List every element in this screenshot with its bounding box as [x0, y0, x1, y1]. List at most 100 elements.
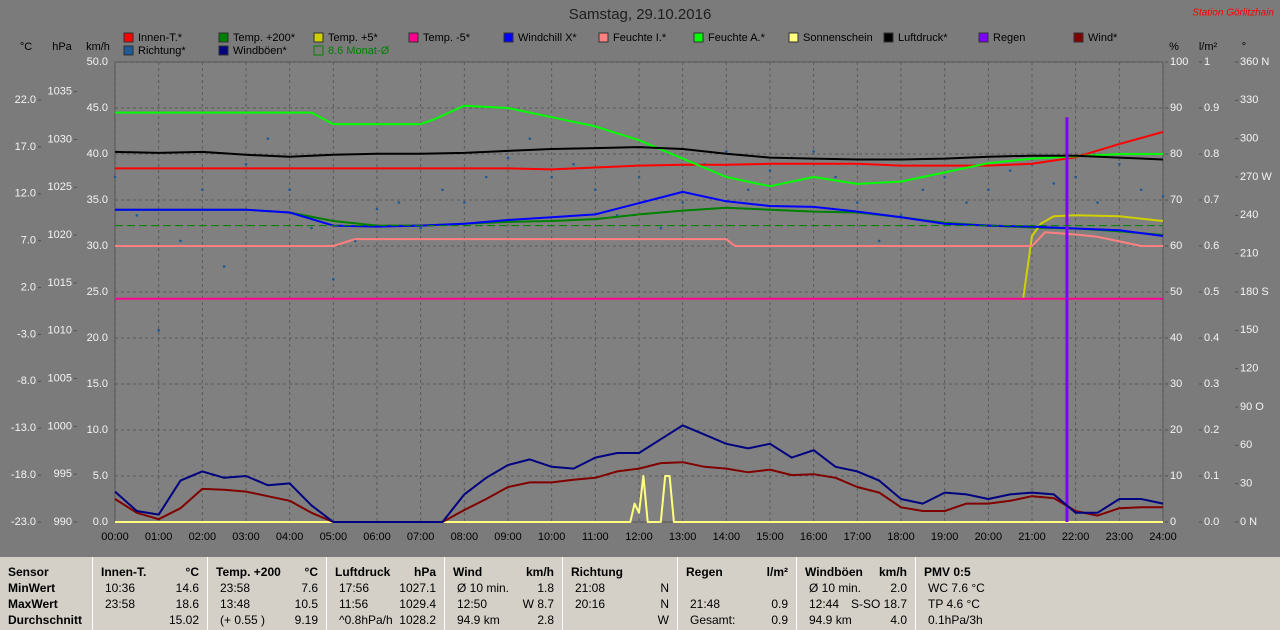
x-tick-label: 22:00 — [1062, 531, 1090, 543]
y-tick-label: 0 N — [1240, 516, 1257, 528]
series-line — [1022, 214, 1164, 299]
cell-right: 0.9 — [771, 613, 788, 627]
x-tick-label: 18:00 — [887, 531, 915, 543]
table-column: Temp. +200 °C 23:58 7.6 13:48 10.5 (+ 0.55 ) 9.… — [207, 557, 324, 630]
series-point — [1096, 201, 1099, 204]
y-tick-label: 17.0 — [15, 141, 36, 153]
series-point — [943, 175, 946, 179]
cell-right: 7.6 — [301, 581, 318, 595]
legend-swatch — [693, 32, 704, 43]
cell-left: 21:08 — [575, 581, 606, 595]
y-tick-label: 0 — [1170, 516, 1176, 528]
series-point — [113, 175, 117, 179]
x-tick-label: 08:00 — [451, 531, 479, 543]
cell-left: 12:50 — [457, 597, 488, 611]
cell-right: 1.8 — [537, 581, 554, 595]
x-tick-label: 15:00 — [756, 531, 784, 543]
axis-unit: °C — [20, 41, 32, 53]
series-point — [266, 137, 270, 140]
cell-right: S-SO 18.7 — [850, 597, 907, 611]
cell-right: W — [657, 613, 669, 627]
y-tick-label: 120 — [1240, 363, 1258, 375]
series-point — [1118, 162, 1121, 166]
series-point — [288, 188, 291, 192]
y-tick-label: 270 W — [1240, 171, 1272, 183]
legend-swatch — [503, 32, 514, 43]
column-unit: l/m² — [766, 565, 788, 579]
y-tick-label: 1025 — [48, 181, 72, 193]
cell-left: 0.1hPa/3h — [928, 613, 983, 627]
column-unit: °C — [185, 565, 199, 579]
y-tick-label: 20 — [1170, 424, 1182, 436]
y-tick-label: 995 — [54, 468, 72, 480]
legend-swatch — [978, 32, 989, 43]
series-point — [637, 175, 641, 179]
legend-swatch — [218, 45, 229, 56]
column-title: Wind — [453, 565, 483, 579]
axis-unit: hPa — [52, 41, 72, 53]
y-tick-label: 5.0 — [93, 470, 108, 482]
column-title: Innen-T. — [101, 565, 147, 579]
series-point — [1074, 175, 1077, 179]
series-point — [812, 150, 815, 153]
x-tick-label: 14:00 — [713, 531, 741, 543]
column-title: PMV 0:5 — [924, 565, 971, 579]
series-point — [332, 277, 335, 281]
cell-left: 23:58 — [105, 597, 136, 611]
column-title: Temp. +200 — [216, 565, 281, 579]
table-column: Innen-T. °C 10:36 14.6 23:58 18.6 15.02 — [92, 557, 205, 630]
y-tick-label: 40.0 — [87, 148, 108, 160]
column-unit: km/h — [525, 565, 554, 579]
y-tick-label: 1020 — [48, 229, 72, 241]
table-column: Luftdruck hPa 17:56 1027.1 11:56 1029.4 ^0.8hP… — [326, 557, 442, 630]
y-tick-label: 30 — [1240, 478, 1252, 490]
series-point — [572, 162, 575, 166]
series-point — [375, 207, 379, 211]
cell-left: 21:48 — [690, 597, 721, 611]
table-column: Sensor MinWert MaxWert Durchschnitt — [0, 557, 90, 630]
series-point — [834, 175, 837, 179]
axis-unit: km/h — [86, 41, 110, 53]
y-tick-label: -23.0 — [11, 516, 36, 528]
y-tick-label: 1030 — [48, 133, 72, 145]
series-point — [725, 150, 728, 153]
cell-right: 14.6 — [175, 581, 199, 595]
series-point — [506, 156, 510, 160]
y-tick-label: 40 — [1170, 332, 1182, 344]
cell-left: 17:56 — [339, 581, 370, 595]
table-column: PMV 0:5 WC 7.6 °C TP 4.6 °C 0.1hPa/3h — [915, 557, 1280, 630]
y-tick-label: 12.0 — [15, 188, 36, 200]
cell-left: Ø 10 min. — [809, 581, 862, 595]
chart: Samstag, 29.10.2016 Station Görlitzhain … — [11, 6, 1275, 543]
cell-right: 1028.2 — [399, 613, 436, 627]
column-unit: hPa — [413, 565, 436, 579]
chart-title: Samstag, 29.10.2016 — [569, 6, 712, 23]
series-line — [114, 146, 1164, 161]
legend-label: Temp. +200* — [233, 32, 296, 44]
station-name: Station Görlitzhain — [1192, 8, 1274, 19]
row-label: MinWert — [8, 581, 56, 595]
column-unit: km/h — [878, 565, 907, 579]
x-tick-label: 16:00 — [800, 531, 828, 543]
cell-right: 0.9 — [771, 597, 788, 611]
x-tick-label: 21:00 — [1018, 531, 1046, 543]
y-tick-label: 0.7 — [1204, 194, 1219, 206]
series-point — [1052, 182, 1056, 185]
legend-swatch — [788, 32, 799, 43]
cell-left: 23:58 — [220, 581, 251, 595]
y-tick-label: 60 — [1170, 240, 1182, 252]
legend-label: Sonnenschein — [803, 32, 873, 44]
cell-left: 13:48 — [220, 597, 251, 611]
series-line — [114, 424, 1164, 523]
y-tick-label: 30.0 — [87, 240, 108, 252]
series-point — [877, 239, 881, 243]
series-point — [528, 137, 532, 140]
cell-right: W 8.7 — [522, 597, 554, 611]
y-tick-label: -3.0 — [17, 328, 36, 340]
cell-right: 2.0 — [890, 581, 907, 595]
y-tick-label: 50 — [1170, 286, 1182, 298]
series-line — [115, 475, 1163, 523]
series-point — [441, 188, 444, 192]
series-point — [681, 201, 684, 204]
